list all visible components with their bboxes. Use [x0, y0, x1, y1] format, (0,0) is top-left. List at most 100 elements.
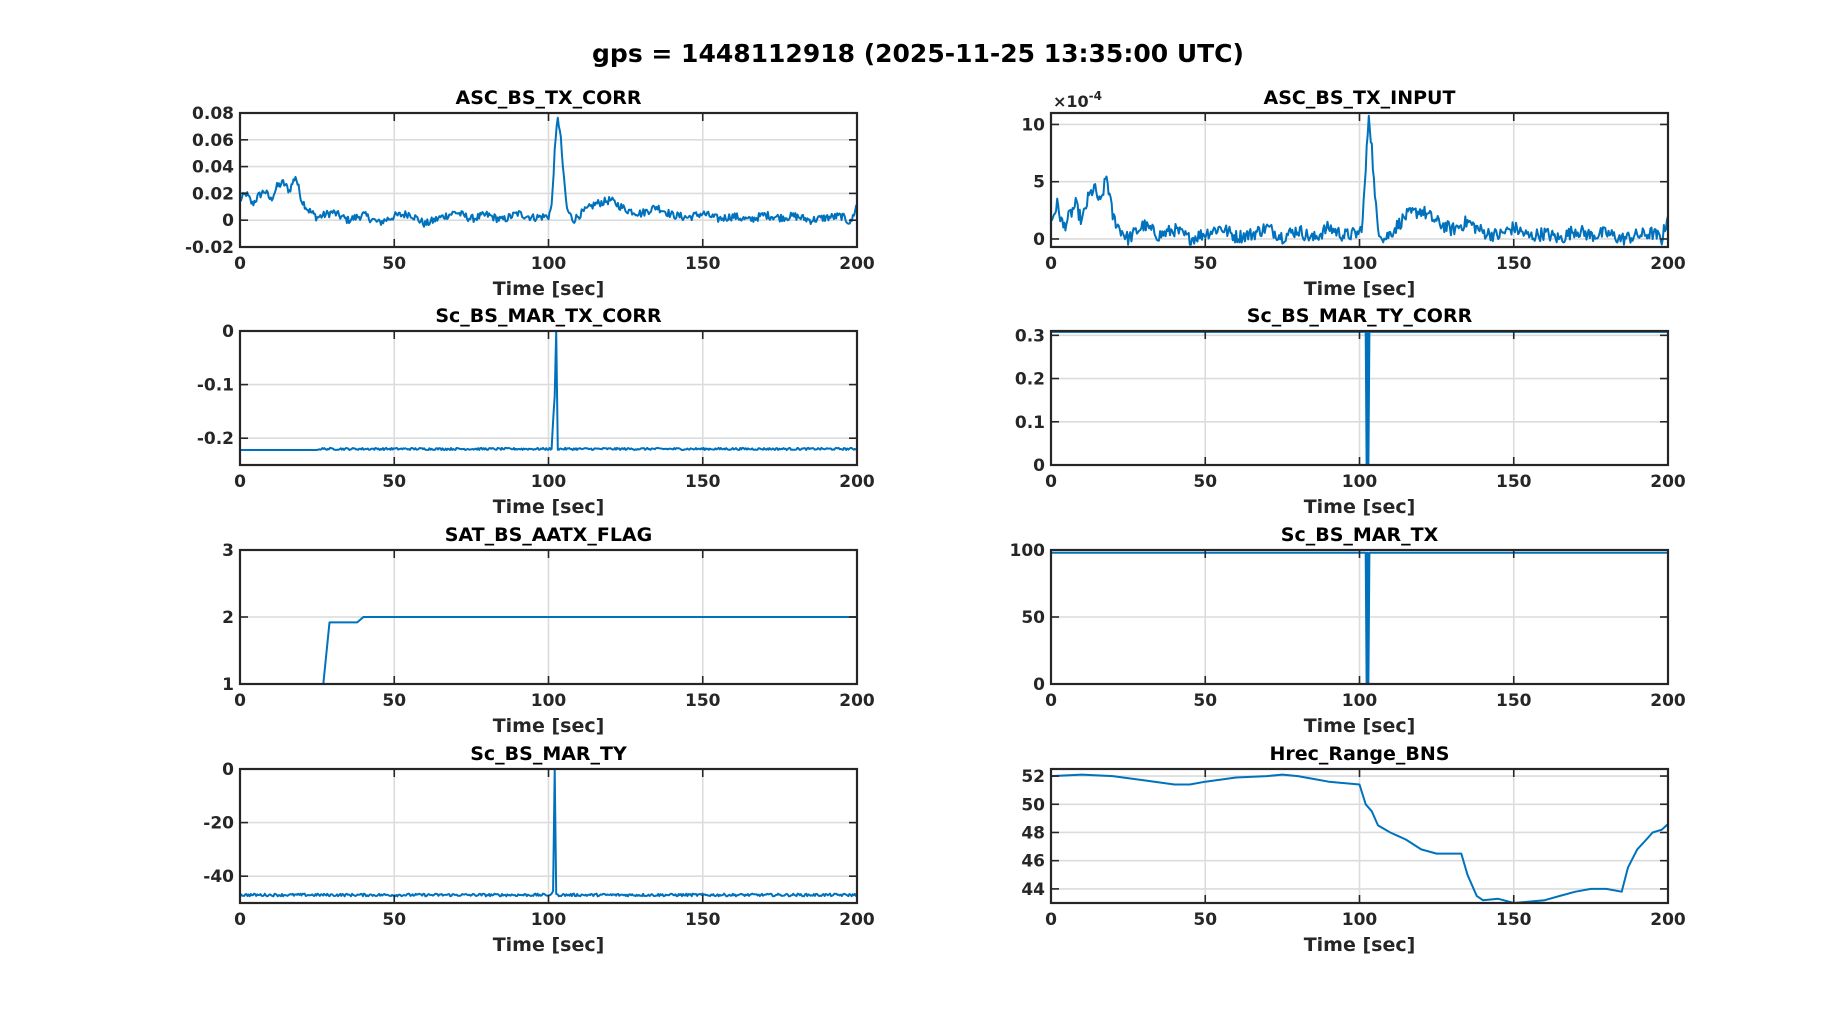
x-tick-label: 50	[382, 254, 406, 274]
y-tick-label: 0.02	[192, 184, 234, 204]
y-tick-label: -0.1	[197, 376, 234, 396]
x-tick-label: 200	[1650, 254, 1686, 274]
x-tick-label: 0	[234, 254, 246, 274]
y-tick-label: 0	[1033, 230, 1045, 250]
y-tick-label: 100	[1010, 541, 1046, 561]
series-line	[240, 331, 857, 451]
x-tick-label: 100	[531, 472, 567, 492]
y-tick-label: 0.3	[1015, 326, 1045, 346]
y-tick-label: -20	[203, 814, 234, 834]
y-tick-label: 3	[222, 541, 234, 561]
axis-exponent-value: -4	[1089, 89, 1102, 103]
x-tick-label: 0	[234, 910, 246, 930]
y-tick-label: 0.2	[1015, 370, 1045, 390]
y-tick-label: -40	[203, 867, 234, 887]
y-tick-label: 0.04	[192, 158, 234, 178]
x-tick-label: 200	[839, 254, 875, 274]
x-tick-label: 50	[1193, 910, 1217, 930]
y-tick-label: 0	[222, 322, 234, 342]
x-tick-label: 50	[382, 691, 406, 711]
x-axis-label: Time [sec]	[493, 715, 605, 737]
y-tick-label: 0.06	[192, 131, 234, 151]
y-tick-label: 0	[222, 211, 234, 231]
y-tick-label: -0.02	[185, 238, 234, 258]
x-tick-label: 0	[1045, 472, 1057, 492]
x-tick-label: 50	[1193, 472, 1217, 492]
y-tick-label: 50	[1021, 608, 1045, 628]
subplot-title: Sc_BS_MAR_TX_CORR	[435, 305, 662, 327]
x-axis-label: Time [sec]	[493, 278, 605, 300]
series-line	[1051, 773, 1668, 903]
y-tick-label: 46	[1021, 852, 1045, 872]
subplot-sat-bs-aatx-flag: 0 50 100 150 200 1 2 3 SAT_BS_AATX_FLAG Time [sec…	[222, 524, 875, 737]
subplot-title: Sc_BS_MAR_TY_CORR	[1247, 305, 1473, 327]
x-tick-label: 0	[234, 472, 246, 492]
x-tick-label: 200	[1650, 472, 1686, 492]
x-tick-label: 200	[839, 910, 875, 930]
subplot-title: Sc_BS_MAR_TX	[1281, 524, 1439, 546]
series-line	[240, 116, 857, 228]
y-tick-label: 0.08	[192, 104, 234, 124]
figure-title: gps = 1448112918 (2025-11-25 13:35:00 UT…	[592, 39, 1244, 68]
series-line	[240, 769, 857, 898]
x-tick-label: 50	[382, 472, 406, 492]
x-tick-label: 0	[234, 691, 246, 711]
x-axis-label: Time [sec]	[1304, 715, 1416, 737]
x-tick-label: 150	[1496, 472, 1532, 492]
y-tick-label: 0.1	[1015, 413, 1045, 433]
subplot-hrec-range-bns: 0 50 100 150 200 44 46 48 50 52 Hrec_Range_BNS Time…	[1021, 743, 1686, 956]
x-tick-label: 200	[839, 691, 875, 711]
subplot-sc-bs-mar-ty-corr: 0 50 100 150 200 0 0.1 0.2 0.3 Sc_BS_MAR_TY_CORR T…	[1015, 305, 1686, 518]
subplot-sc-bs-mar-ty: 0 50 100 150 200 -40 -20 0 Sc_BS_MAR_TY Time [sec…	[203, 743, 875, 956]
x-tick-label: 100	[531, 910, 567, 930]
x-tick-label: 150	[1496, 254, 1532, 274]
y-tick-label: 0	[222, 760, 234, 780]
series-line	[240, 616, 857, 684]
x-tick-label: 0	[1045, 254, 1057, 274]
x-tick-label: 150	[1496, 910, 1532, 930]
y-tick-label: 10	[1021, 115, 1045, 135]
x-tick-label: 100	[531, 691, 567, 711]
y-tick-label: 52	[1021, 767, 1045, 787]
y-tick-label: 50	[1021, 795, 1045, 815]
x-tick-label: 150	[685, 472, 721, 492]
x-tick-label: 150	[685, 691, 721, 711]
y-tick-label: 48	[1021, 823, 1045, 843]
subplot-grid: 0 50 100 150 200-0.0200.020.040.060.08ASC_BS…	[185, 87, 1686, 956]
subplot-asc-bs-tx-input: 0 50 100 150 200 0 5 10 ASC_BS_TX_INPUT Time [sec…	[1021, 87, 1686, 300]
y-tick-label: 1	[222, 675, 234, 695]
x-tick-label: 100	[1342, 910, 1378, 930]
x-axis-label: Time [sec]	[493, 496, 605, 518]
y-tick-label: -0.2	[197, 429, 234, 449]
x-axis-label: Time [sec]	[1304, 496, 1416, 518]
subplot-asc-bs-tx-corr: 0 50 100 150 200-0.0200.020.040.060.08ASC_BS…	[185, 87, 875, 300]
x-tick-label: 150	[685, 254, 721, 274]
y-tick-label: 5	[1033, 173, 1045, 193]
x-tick-label: 50	[382, 910, 406, 930]
x-tick-label: 50	[1193, 254, 1217, 274]
subplot-title: ASC_BS_TX_CORR	[456, 87, 642, 109]
subplot-sc-bs-mar-tx-corr: 0 50 100 150 200 -0.2 -0.1 0 Sc_BS_MAR_TX_CORR Ti…	[197, 305, 875, 518]
y-tick-label: 44	[1021, 880, 1045, 900]
x-tick-label: 150	[685, 910, 721, 930]
x-tick-label: 200	[1650, 910, 1686, 930]
subplot-title: ASC_BS_TX_INPUT	[1264, 87, 1456, 109]
y-tick-label: 2	[222, 608, 234, 628]
x-axis-label: Time [sec]	[493, 934, 605, 956]
series-line	[1051, 114, 1668, 246]
x-axis-label: Time [sec]	[1304, 278, 1416, 300]
axis-exponent-label: ×10-4	[1053, 89, 1102, 111]
x-tick-label: 200	[1650, 691, 1686, 711]
subplot-title: Hrec_Range_BNS	[1270, 743, 1450, 765]
x-tick-label: 100	[1342, 254, 1378, 274]
x-tick-label: 100	[531, 254, 567, 274]
subplot-title: Sc_BS_MAR_TY	[470, 743, 627, 765]
x-tick-label: 50	[1193, 691, 1217, 711]
x-tick-label: 0	[1045, 691, 1057, 711]
y-tick-label: 0	[1033, 675, 1045, 695]
x-tick-label: 100	[1342, 691, 1378, 711]
subplot-sc-bs-mar-tx: 0 50 100 150 200 0 50 100 Sc_BS_MAR_TX Time [sec]	[1010, 524, 1686, 737]
x-tick-label: 0	[1045, 910, 1057, 930]
y-tick-label: 0	[1033, 456, 1045, 476]
